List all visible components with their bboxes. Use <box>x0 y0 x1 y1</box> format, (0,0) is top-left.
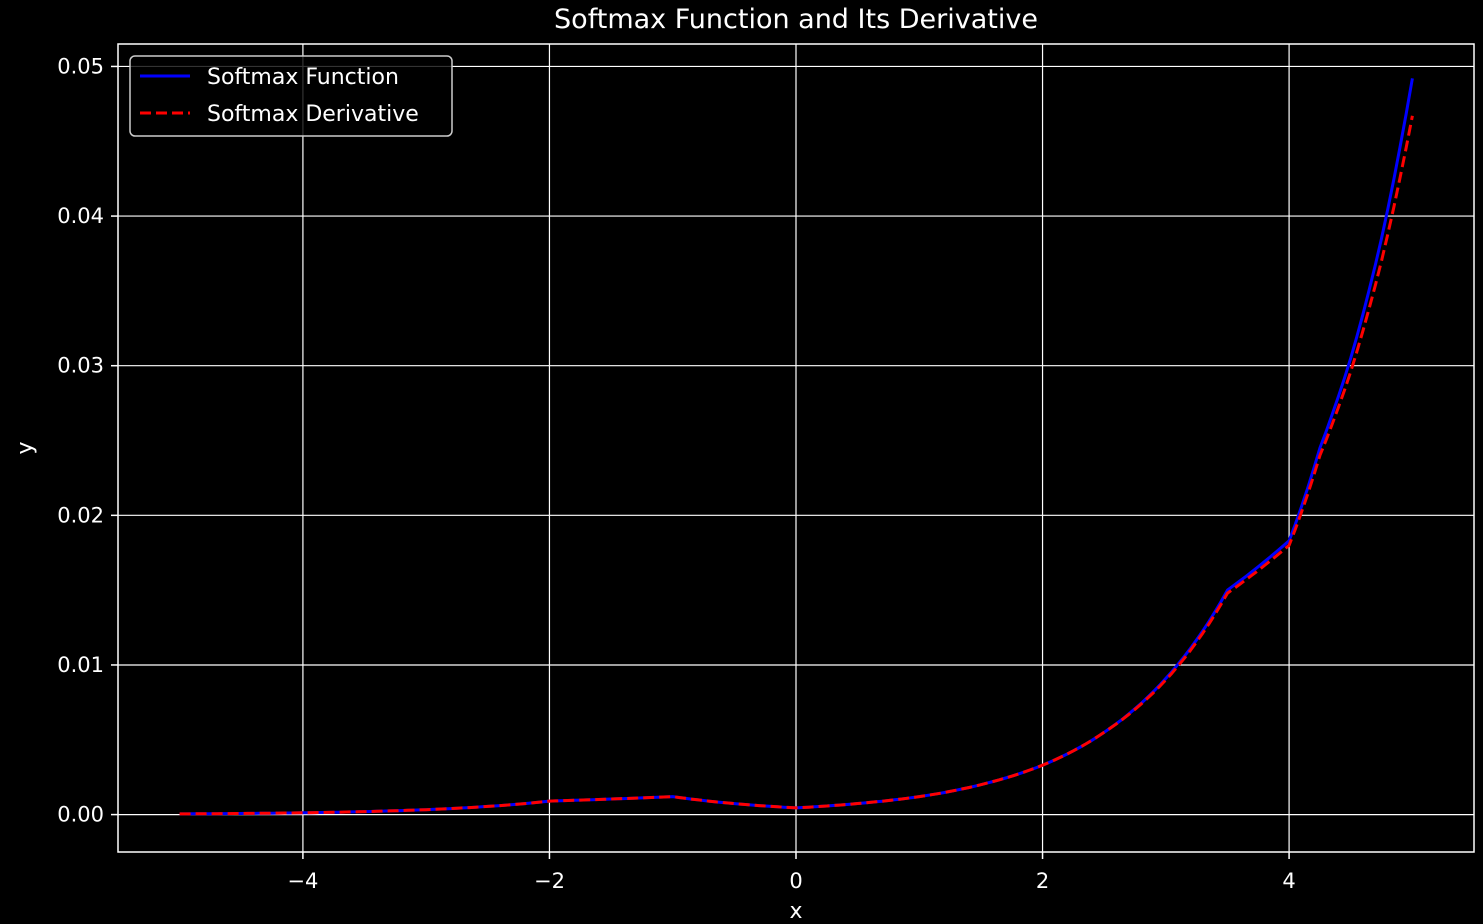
legend-label-softmax-function: Softmax Function <box>207 65 399 90</box>
y-tick-label: 0.05 <box>57 54 104 78</box>
x-tick-label: −2 <box>534 869 565 893</box>
x-axis-title: x <box>789 899 802 924</box>
y-tick-label: 0.04 <box>57 204 104 228</box>
series-line-softmax-derivative <box>179 115 1414 816</box>
y-tick-label: 0.01 <box>57 653 104 677</box>
legend: Softmax Function Softmax Derivative <box>129 55 453 137</box>
chart-title: Softmax Function and Its Derivative <box>554 4 1038 35</box>
x-tick-label: 2 <box>1036 869 1049 893</box>
x-tick-label: 4 <box>1282 869 1295 893</box>
y-tick-label: 0.02 <box>57 503 104 527</box>
y-axis-title: y <box>13 441 38 454</box>
x-tick-label: 0 <box>789 869 802 893</box>
x-axis: −4 −2 0 2 4 <box>287 852 1296 893</box>
x-tick-label: −4 <box>287 869 318 893</box>
series-lines <box>179 78 1414 816</box>
y-axis: 0.00 0.01 0.02 0.03 0.04 0.05 <box>57 54 118 827</box>
legend-box <box>129 55 453 137</box>
y-tick-label: 0.00 <box>57 803 104 827</box>
legend-label-softmax-derivative: Softmax Derivative <box>207 102 419 127</box>
y-tick-label: 0.03 <box>57 354 104 378</box>
